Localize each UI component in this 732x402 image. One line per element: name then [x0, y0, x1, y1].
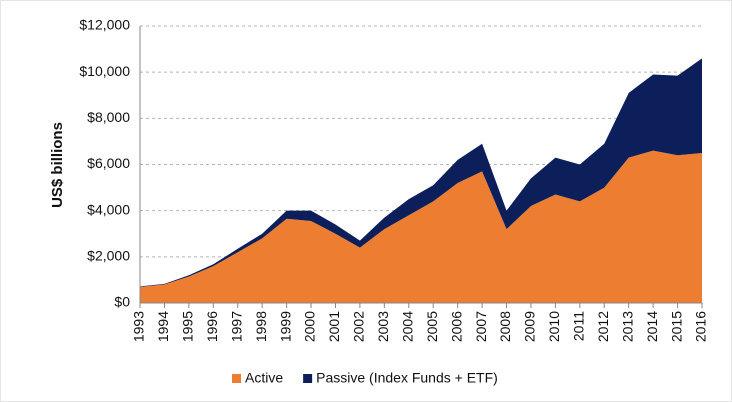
x-tick-label: 2011 — [571, 311, 587, 341]
legend-swatch — [303, 374, 313, 383]
y-tick-label: $10,000 — [79, 63, 130, 79]
x-tick-label: 2008 — [497, 311, 513, 342]
y-tick-label: $2,000 — [87, 248, 130, 264]
x-tick-label: 2014 — [644, 311, 660, 342]
x-tick-label: 2015 — [668, 311, 684, 342]
x-tick-label: 2013 — [619, 311, 635, 342]
x-tick-label: 2012 — [595, 311, 611, 342]
x-tick-label: 1995 — [180, 311, 196, 342]
x-tick-label: 1994 — [155, 311, 171, 342]
x-tick-label: 1998 — [253, 311, 269, 342]
x-tick-label: 2007 — [473, 311, 489, 342]
x-tick-label: 2000 — [302, 311, 318, 342]
y-tick-label: $12,000 — [79, 17, 130, 33]
legend-swatch — [232, 374, 241, 383]
area — [140, 150, 702, 303]
legend-label: Active — [245, 370, 283, 386]
legend-label: Passive (Index Funds + ETF) — [316, 370, 498, 386]
x-tick-label: 2002 — [351, 311, 367, 342]
y-tick-label: $4,000 — [87, 201, 130, 217]
x-tick-label: 1993 — [131, 311, 147, 342]
area — [140, 58, 702, 287]
x-tick-label: 2005 — [424, 311, 440, 342]
y-tick-label: $6,000 — [87, 155, 130, 171]
x-tick-label: 2003 — [375, 311, 391, 342]
x-tick-label: 1996 — [204, 311, 220, 342]
y-tick-label: $0 — [114, 294, 130, 310]
y-axis-title: US$ billions — [49, 122, 66, 208]
x-tick-label: 2016 — [693, 311, 709, 342]
x-tick-label: 1997 — [228, 311, 244, 342]
x-tick-label: 2009 — [522, 311, 538, 342]
x-tick-label: 2001 — [326, 311, 342, 342]
x-tick-label: 2006 — [448, 311, 464, 342]
y-tick-label: $8,000 — [87, 109, 130, 125]
x-tick-label: 1999 — [277, 311, 293, 342]
x-tick-label: 2010 — [546, 311, 562, 342]
x-tick-label: 2004 — [399, 311, 415, 342]
